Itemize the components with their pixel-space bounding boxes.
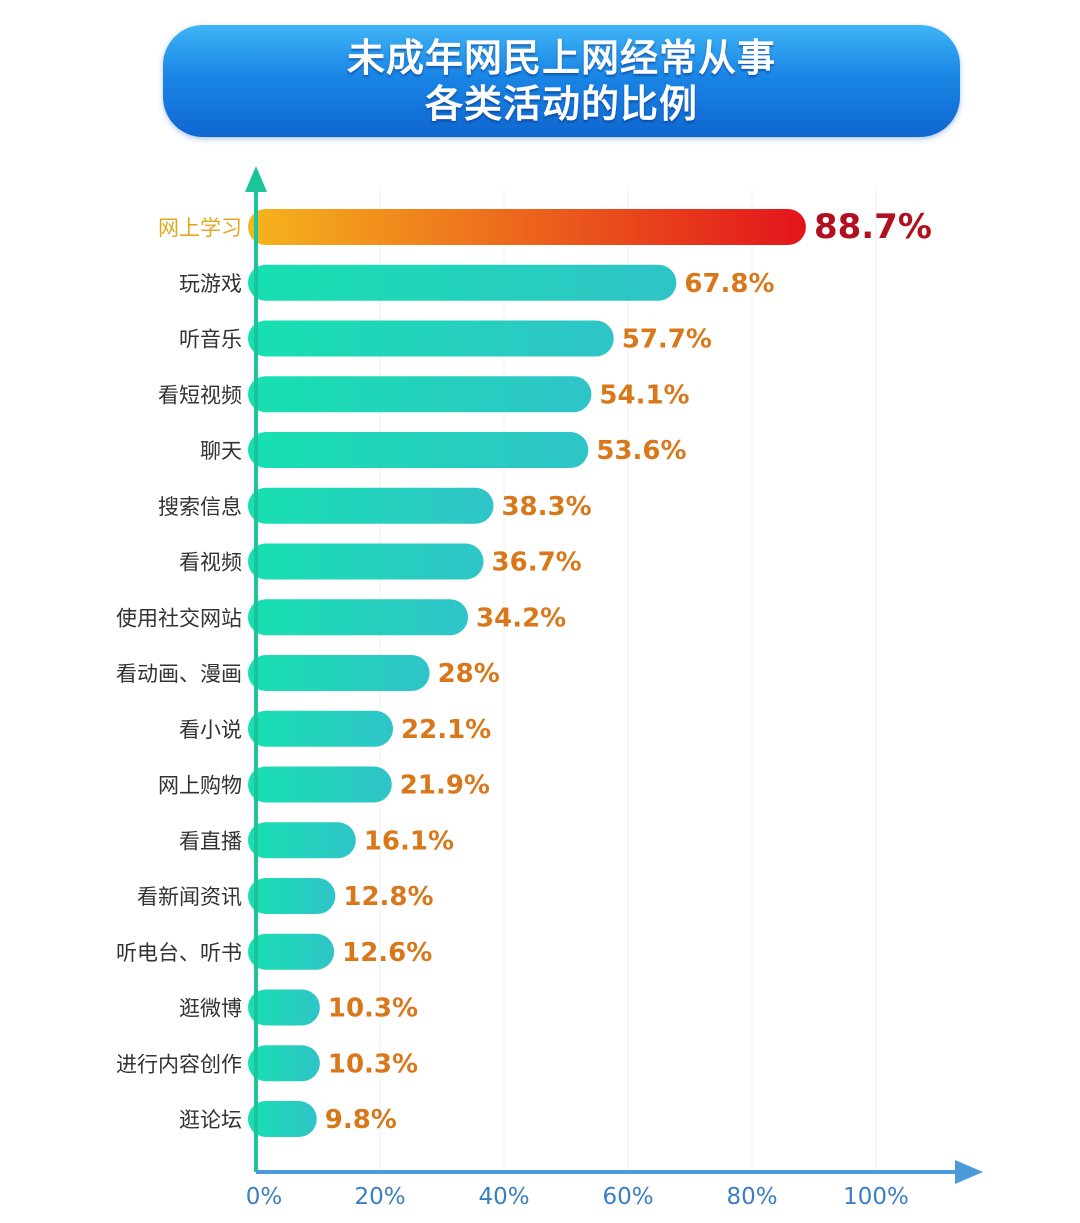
value-label: 36.7%	[492, 548, 582, 578]
chart-title-line-1: 未成年网民上网经常从事	[346, 36, 776, 80]
bar	[248, 432, 589, 468]
bar	[248, 933, 335, 970]
value-label: 38.3%	[501, 492, 591, 522]
category-label: 看小说	[179, 718, 242, 742]
x-tick-label: 100%	[843, 1184, 909, 1210]
x-tick-label: 0%	[246, 1184, 283, 1210]
bar	[248, 1101, 317, 1137]
value-label: 9.8%	[325, 1105, 397, 1135]
category-label: 听电台、听书	[116, 941, 242, 965]
value-label: 57.7%	[622, 325, 712, 355]
value-label: 21.9%	[400, 771, 490, 801]
value-label: 12.6%	[342, 938, 432, 968]
value-label: 54.1%	[599, 380, 689, 410]
category-label: 看动画、漫画	[116, 662, 242, 686]
category-label: 听音乐	[179, 328, 242, 352]
category-label: 进行内容创作	[116, 1052, 242, 1076]
category-label: 看短视频	[158, 383, 242, 407]
bar	[248, 599, 469, 636]
bar	[248, 878, 336, 914]
x-tick-label: 40%	[478, 1184, 529, 1210]
y-axis-arrow-icon	[245, 166, 267, 192]
bar	[248, 989, 320, 1026]
bar	[248, 376, 592, 413]
value-label: 88.7%	[814, 207, 932, 247]
value-label: 16.1%	[364, 826, 454, 856]
value-label: 10.3%	[328, 994, 418, 1024]
category-label: 网上购物	[158, 774, 242, 798]
category-label: 看新闻资讯	[137, 885, 242, 909]
category-label: 玩游戏	[179, 272, 242, 296]
bar	[248, 822, 356, 859]
category-label: 逛论坛	[179, 1108, 242, 1132]
value-label: 34.2%	[476, 603, 566, 633]
value-label: 28%	[438, 659, 500, 689]
bar	[248, 209, 806, 245]
value-label: 22.1%	[401, 715, 491, 745]
bar	[248, 1045, 320, 1082]
category-label: 逛微博	[179, 997, 242, 1021]
category-label: 使用社交网站	[116, 606, 242, 630]
bar	[248, 487, 494, 524]
category-label: 看直播	[179, 829, 242, 853]
x-axis-arrow-icon	[955, 1160, 983, 1184]
category-label: 网上学习	[158, 216, 242, 240]
value-label: 12.8%	[343, 882, 433, 912]
value-label: 10.3%	[328, 1049, 418, 1079]
value-label: 53.6%	[596, 436, 686, 466]
category-label: 看视频	[179, 551, 242, 575]
category-label: 聊天	[200, 439, 242, 463]
category-label: 搜索信息	[158, 495, 242, 519]
bar	[248, 543, 484, 580]
bar	[248, 320, 614, 357]
value-label: 67.8%	[684, 269, 774, 299]
bar	[248, 655, 430, 691]
x-tick-label: 20%	[354, 1184, 405, 1210]
bar	[248, 264, 677, 301]
bar	[248, 710, 394, 747]
chart-title: 未成年网民上网经常从事 各类活动的比例	[163, 25, 960, 137]
chart-title-line-2: 各类活动的比例	[424, 82, 698, 126]
x-tick-label: 80%	[726, 1184, 777, 1210]
x-tick-label: 60%	[602, 1184, 653, 1210]
bar	[248, 766, 392, 803]
